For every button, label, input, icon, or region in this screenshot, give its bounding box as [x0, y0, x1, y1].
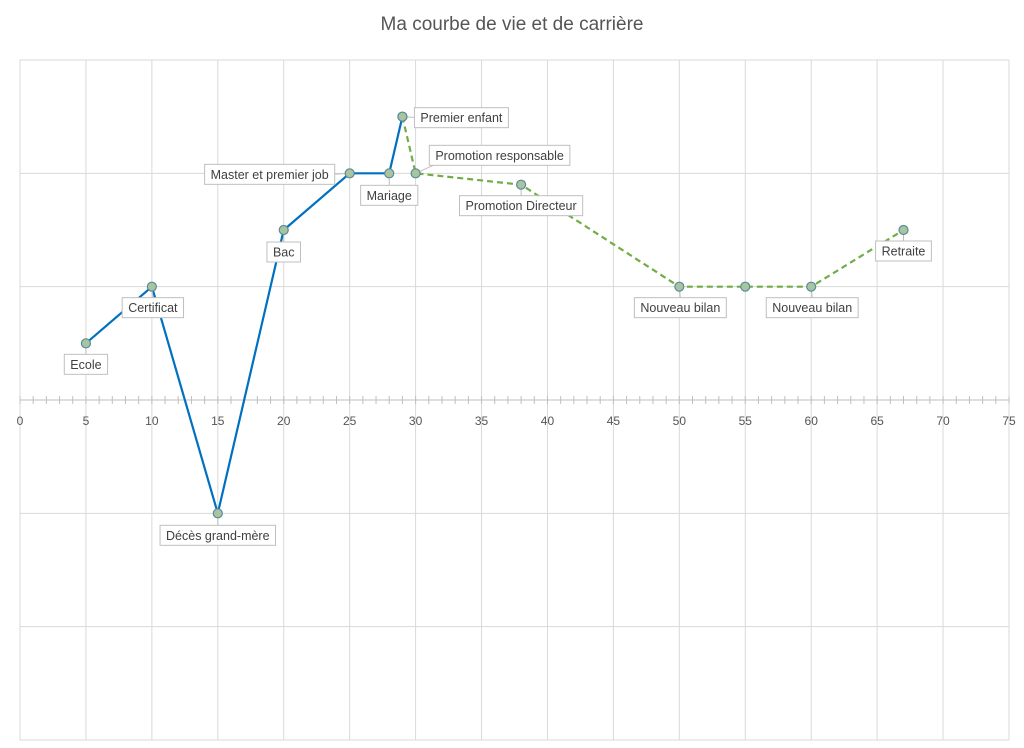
data-label-callout: Ecole	[63, 343, 109, 375]
x-tick-label: 50	[673, 414, 687, 428]
data-label: Retraite	[882, 245, 926, 259]
callout-box	[121, 297, 185, 319]
x-tick-label: 25	[343, 414, 357, 428]
data-point-marker	[898, 224, 909, 236]
callout-box	[459, 195, 584, 217]
data-label-callout: Retraite	[875, 230, 932, 262]
data-point-marker	[410, 168, 421, 179]
x-tick-label: 20	[277, 414, 291, 428]
data-label: Premier enfant	[420, 111, 503, 125]
callout-box	[159, 524, 277, 546]
data-label: Promotion responsable	[435, 149, 564, 163]
data-point-marker	[80, 338, 92, 349]
data-point-marker	[344, 168, 355, 179]
x-tick-label: 55	[739, 414, 753, 428]
x-tick-label: 10	[145, 414, 159, 428]
x-tick-label: 0	[17, 414, 24, 428]
data-point-marker	[212, 508, 223, 519]
x-tick-label: 70	[936, 414, 950, 428]
x-tick-label: 60	[805, 414, 819, 428]
data-point-marker	[740, 281, 751, 292]
data-label-callout: Décès grand-mère	[159, 513, 277, 546]
x-tick-label: 45	[607, 414, 621, 428]
data-point-marker	[515, 179, 527, 190]
data-label: Décès grand-mère	[166, 529, 270, 543]
data-label-callout: Nouveau bilan	[765, 286, 859, 319]
data-label-callout: Mariage	[360, 173, 419, 206]
callout-box	[875, 240, 932, 262]
data-label: Master et premier job	[211, 168, 329, 182]
data-point-marker	[146, 281, 157, 292]
callout-box	[63, 353, 109, 375]
data-label-callout: Master et premier job	[204, 163, 350, 185]
data-label: Ecole	[70, 358, 101, 372]
data-label-callout: Promotion responsable	[415, 144, 571, 174]
x-tick-label: 75	[1002, 414, 1016, 428]
x-tick-label: 35	[475, 414, 489, 428]
data-label: Bac	[273, 246, 295, 260]
data-label: Nouveau bilan	[772, 301, 852, 315]
data-label: Promotion Directeur	[466, 199, 577, 213]
callout-box	[633, 297, 727, 319]
callout-box	[413, 107, 509, 129]
data-point-marker	[397, 111, 408, 122]
x-tick-label: 30	[409, 414, 423, 428]
data-point-marker	[384, 168, 395, 179]
x-tick-label: 5	[83, 414, 90, 428]
callout-box	[360, 184, 419, 206]
callout-box	[428, 144, 571, 166]
data-point-marker	[278, 224, 289, 236]
data-label-callout: Certificat	[121, 286, 185, 319]
data-label: Certificat	[128, 301, 178, 315]
callout-box	[765, 297, 859, 319]
chart-title: Ma courbe de vie et de carrière	[380, 14, 644, 35]
data-label: Mariage	[367, 189, 412, 203]
callout-box	[266, 241, 302, 263]
x-tick-label: 15	[211, 414, 225, 428]
callout-box	[204, 163, 336, 185]
x-tick-label: 65	[870, 414, 884, 428]
data-point-marker	[806, 281, 817, 292]
data-label-callout: Premier enfant	[402, 107, 509, 129]
data-label-callout: Promotion Directeur	[459, 184, 584, 217]
data-label: Nouveau bilan	[640, 301, 720, 315]
x-tick-label: 40	[541, 414, 555, 428]
data-point-marker	[674, 281, 685, 292]
